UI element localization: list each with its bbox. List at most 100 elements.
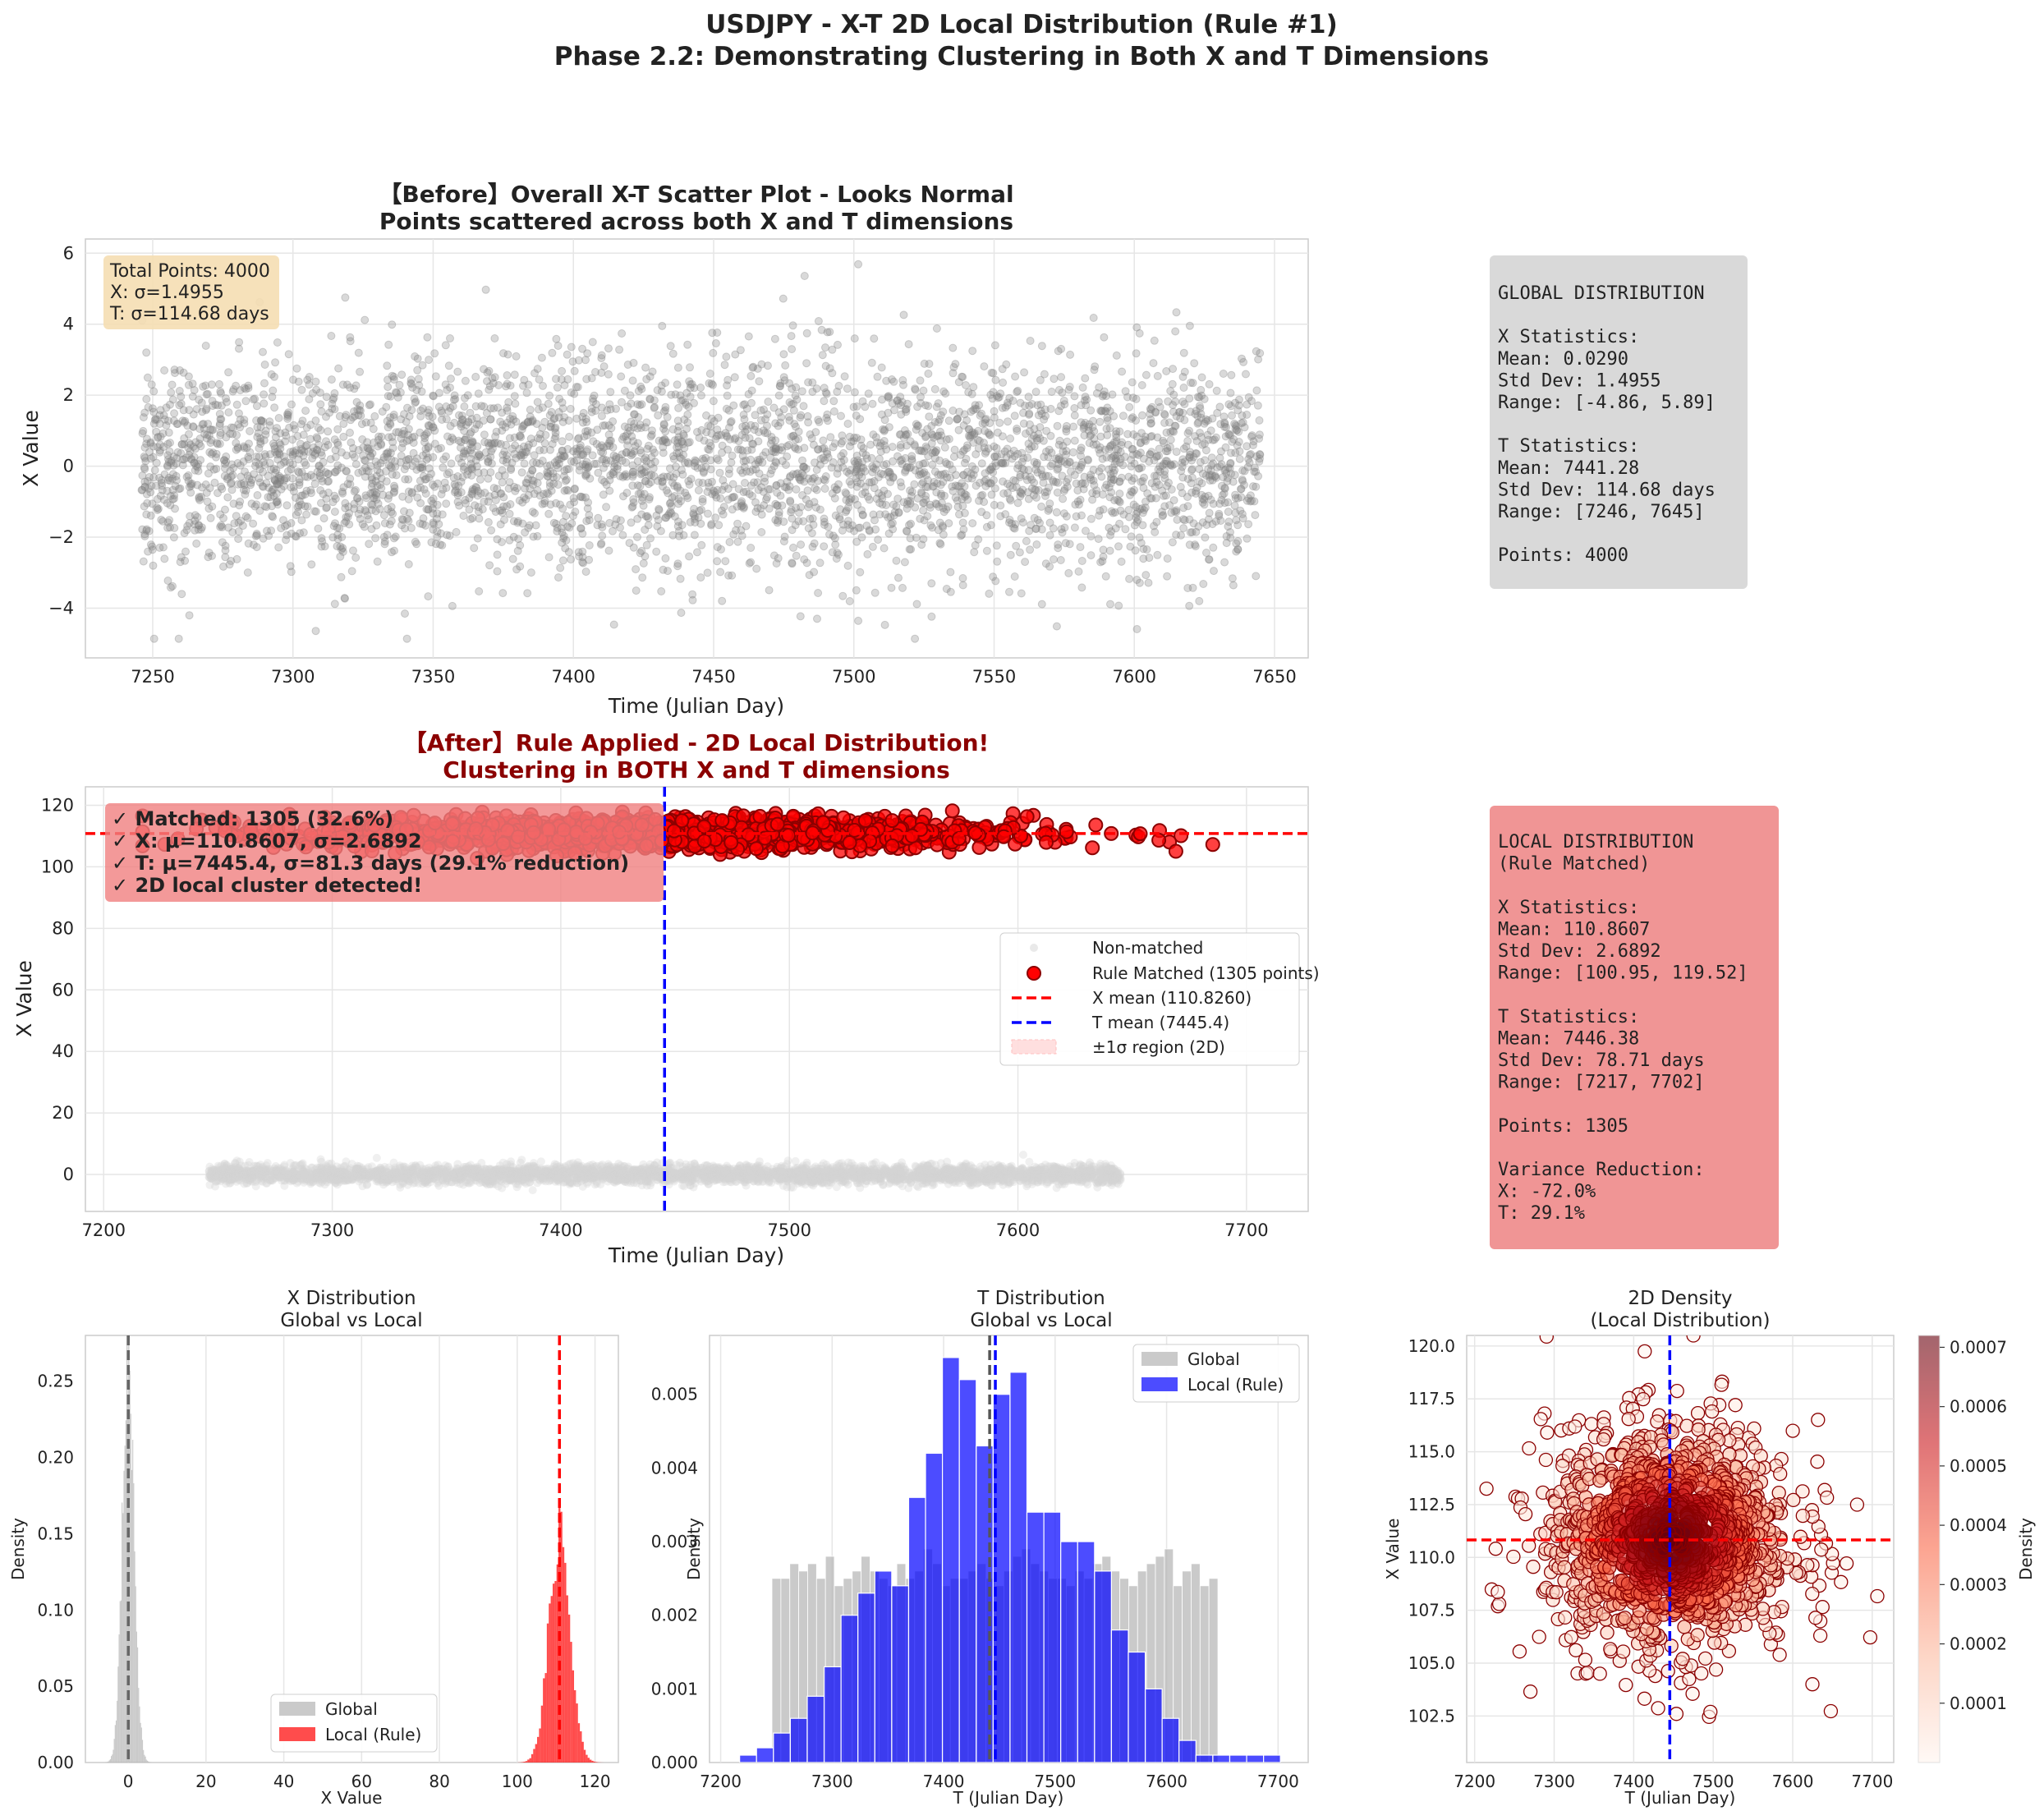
before-point: [234, 420, 243, 429]
before-point: [144, 547, 153, 556]
before-point: [570, 457, 578, 466]
before-point: [666, 342, 675, 351]
x-tick-label: 7450: [691, 667, 735, 687]
before-point: [412, 540, 421, 549]
before-point: [235, 338, 244, 347]
before-point: [232, 381, 241, 390]
before-point: [549, 518, 558, 527]
before-point: [1146, 405, 1155, 414]
before-point: [496, 489, 505, 498]
before-point: [148, 542, 157, 551]
before-point: [314, 524, 323, 533]
before-point: [799, 471, 808, 480]
before-point: [571, 508, 580, 517]
before-point: [734, 485, 743, 494]
before-point: [194, 466, 203, 476]
before-point: [305, 395, 314, 404]
before-point: [1054, 407, 1063, 416]
before-point: [830, 439, 839, 448]
before-point: [808, 514, 817, 523]
before-point: [698, 479, 707, 487]
before-point: [929, 482, 938, 490]
before-point: [361, 507, 370, 516]
before-point: [346, 428, 354, 437]
before-point: [1045, 531, 1054, 540]
before-point: [166, 439, 174, 448]
before-point: [305, 380, 314, 389]
before-point: [368, 475, 377, 484]
before-point: [873, 372, 882, 381]
before-point: [1192, 437, 1201, 445]
before-point: [890, 406, 898, 415]
before-point: [991, 577, 1000, 586]
before-point: [674, 403, 683, 412]
before-point: [1250, 497, 1259, 506]
before-point: [1114, 601, 1123, 610]
before-point: [249, 395, 258, 404]
before-point: [1188, 583, 1197, 592]
before-point: [433, 527, 442, 536]
before-point: [637, 400, 646, 409]
before-point: [567, 342, 576, 352]
before-point: [463, 470, 472, 479]
before-point: [1172, 506, 1181, 515]
before-point: [821, 361, 830, 370]
before-point: [650, 448, 659, 457]
before-point: [1164, 397, 1173, 406]
before-point: [438, 416, 447, 424]
before-point: [770, 334, 779, 343]
before-point: [446, 403, 455, 412]
before-point: [936, 540, 945, 549]
before-point: [481, 285, 490, 294]
before-point: [429, 518, 438, 527]
before-point: [301, 461, 310, 470]
before-point: [1024, 393, 1033, 402]
before-point: [713, 485, 722, 494]
before-point: [1074, 567, 1083, 576]
before-point: [493, 550, 502, 559]
before-point: [311, 507, 320, 516]
before-point: [968, 519, 977, 528]
before-point: [1166, 435, 1175, 444]
before-point: [930, 453, 939, 462]
before-point: [1234, 401, 1243, 410]
before-point: [625, 539, 634, 548]
before-point: [946, 568, 955, 577]
before-point: [416, 499, 425, 508]
before-point: [810, 568, 819, 577]
before-point: [1013, 464, 1022, 473]
before-point: [498, 421, 508, 430]
before-point: [384, 433, 393, 442]
before-point: [1082, 401, 1091, 410]
before-point: [380, 519, 389, 528]
global-stats-line: Range: [-4.86, 5.89]: [1498, 393, 1716, 413]
before-point: [697, 425, 706, 434]
before-point: [852, 482, 861, 491]
before-point: [1105, 546, 1114, 555]
before-point: [206, 425, 215, 434]
before-point: [582, 457, 591, 466]
before-point: [1242, 534, 1252, 543]
before-point: [1009, 523, 1018, 532]
before-point: [1186, 448, 1195, 457]
before-point: [919, 535, 928, 544]
before-point: [907, 519, 915, 528]
before-point: [427, 538, 436, 547]
before-point: [259, 347, 267, 356]
before-point: [324, 427, 333, 436]
before-point: [785, 379, 794, 388]
before-point: [450, 391, 459, 400]
before-point: [243, 568, 252, 577]
before-point: [422, 430, 431, 439]
before-point: [820, 456, 829, 465]
before-point: [794, 427, 803, 436]
before-point: [1201, 456, 1210, 465]
before-point: [401, 524, 409, 533]
before-point: [287, 400, 296, 409]
before-point: [743, 446, 752, 455]
before-point: [633, 514, 642, 523]
before-point: [387, 463, 396, 472]
before-point: [237, 517, 246, 526]
before-point: [502, 382, 511, 391]
before-point: [338, 489, 347, 498]
